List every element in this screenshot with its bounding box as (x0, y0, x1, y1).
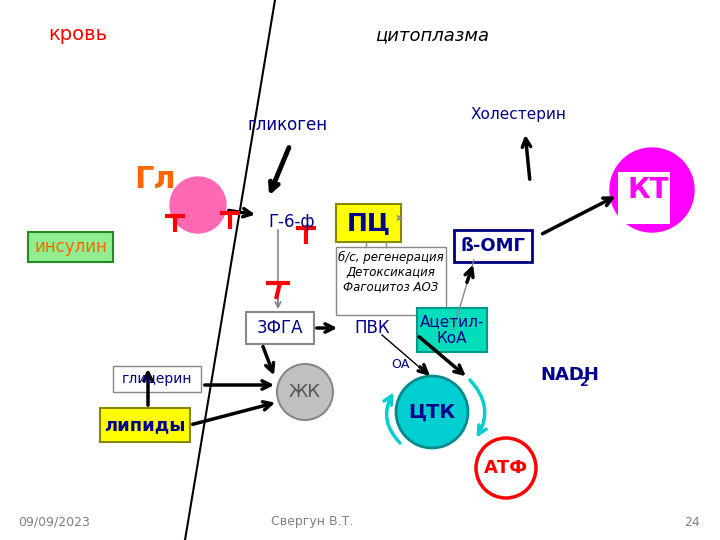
Circle shape (170, 177, 226, 233)
FancyBboxPatch shape (618, 172, 670, 224)
FancyBboxPatch shape (454, 230, 532, 262)
Text: б/с, регенерация
Детоксикация
Фагоцитоз АОЗ: б/с, регенерация Детоксикация Фагоцитоз … (338, 251, 444, 294)
Text: ЦТК: ЦТК (408, 402, 456, 422)
Text: инсулин: инсулин (35, 238, 107, 256)
Text: Холестерин: Холестерин (470, 107, 566, 123)
FancyBboxPatch shape (417, 308, 487, 352)
Text: ß-ОМГ: ß-ОМГ (461, 237, 526, 255)
FancyBboxPatch shape (100, 408, 190, 442)
FancyBboxPatch shape (336, 247, 446, 315)
FancyBboxPatch shape (28, 232, 113, 262)
Text: гликоген: гликоген (248, 116, 328, 134)
Circle shape (277, 364, 333, 420)
Text: глицерин: глицерин (122, 372, 192, 386)
Text: NADH: NADH (540, 366, 599, 384)
Text: 24: 24 (684, 516, 700, 529)
Text: КТ: КТ (627, 176, 669, 204)
Text: 2: 2 (580, 375, 589, 388)
Text: ПЦ: ПЦ (347, 211, 391, 235)
Text: Г-6-ф: Г-6-ф (268, 213, 315, 231)
Circle shape (610, 148, 694, 232)
FancyBboxPatch shape (336, 204, 401, 242)
Text: Ацетил-
КоА: Ацетил- КоА (420, 314, 485, 346)
Text: Гл: Гл (134, 165, 176, 194)
Text: ПВК: ПВК (354, 319, 390, 337)
Text: цитоплазма: цитоплазма (375, 26, 489, 44)
Circle shape (476, 438, 536, 498)
FancyBboxPatch shape (246, 312, 314, 344)
Text: ЖК: ЖК (289, 383, 321, 401)
Circle shape (396, 376, 468, 448)
Text: Свергун В.Т.: Свергун В.Т. (271, 516, 354, 529)
FancyBboxPatch shape (113, 366, 201, 392)
Text: ОА: ОА (391, 359, 409, 372)
Text: липиды: липиды (104, 416, 186, 434)
Text: АТФ: АТФ (484, 459, 528, 477)
Text: 3ФГА: 3ФГА (257, 319, 303, 337)
Text: кровь: кровь (48, 25, 107, 44)
Text: 09/09/2023: 09/09/2023 (18, 516, 90, 529)
